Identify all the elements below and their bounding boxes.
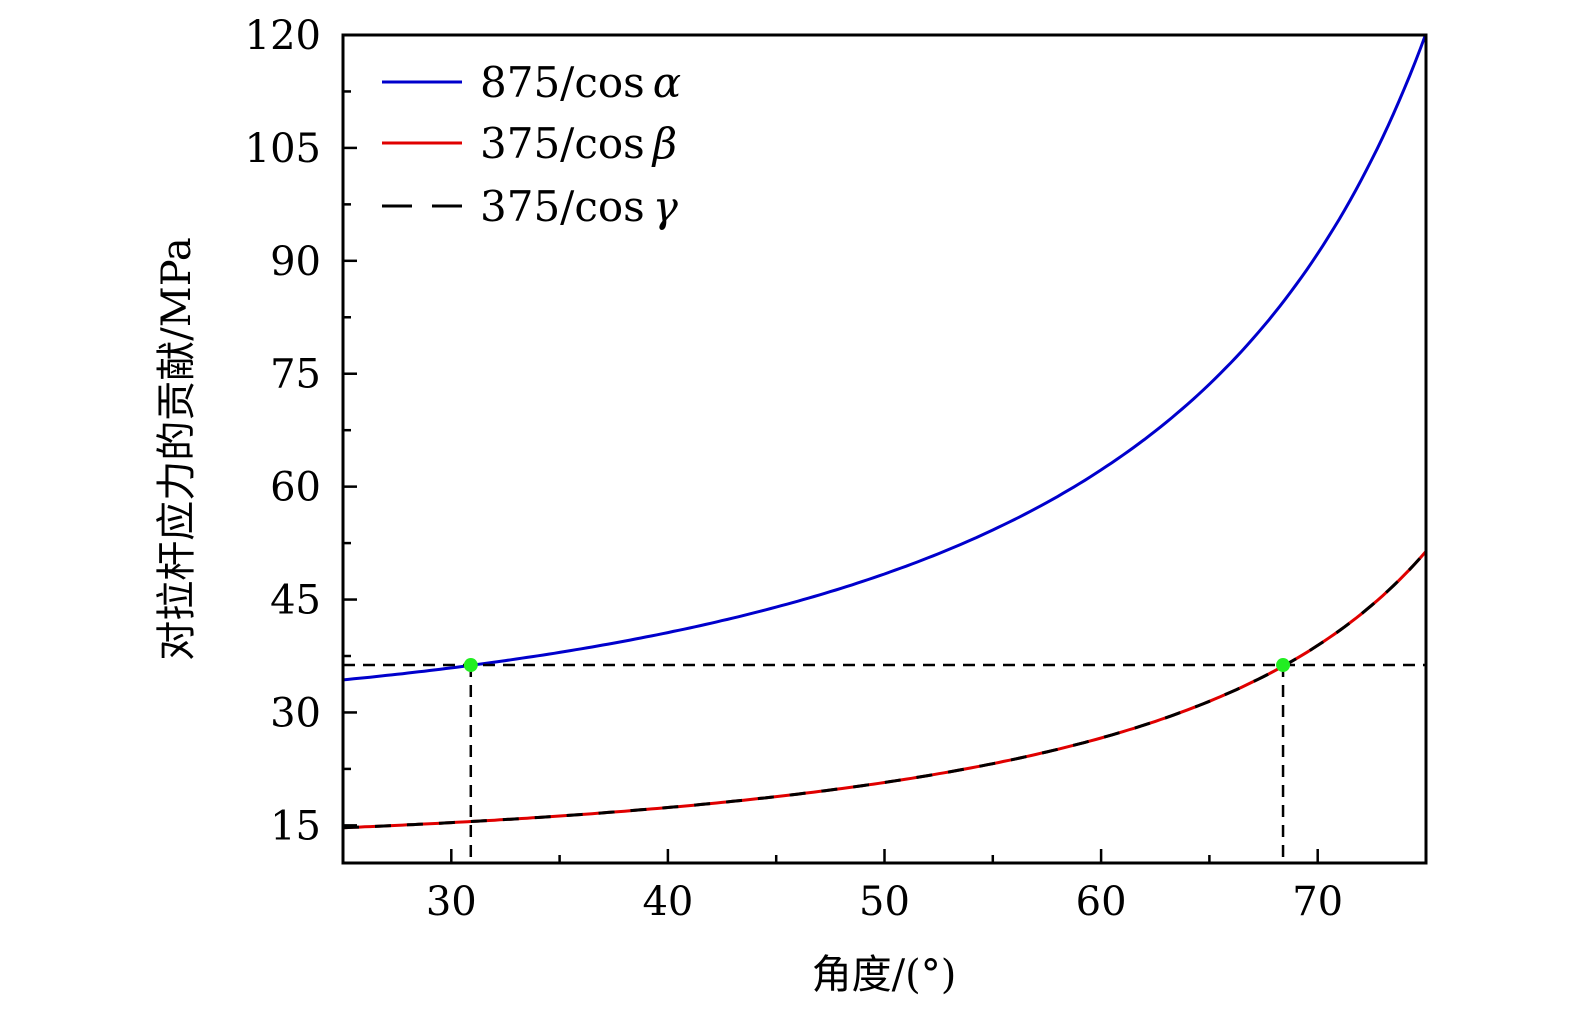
legend-label-symbol: α — [653, 58, 681, 107]
y-tick-label: 120 — [245, 13, 321, 59]
axes: 15 30 45 60 75 90 105 120 30 40 50 60 70 — [245, 13, 1428, 925]
legend-label-symbol: γ — [653, 182, 679, 231]
y-tick-label: 15 — [270, 803, 321, 849]
intersection-marker — [463, 658, 478, 673]
y-tick-label: 90 — [270, 239, 321, 285]
x-axis-title: 角度/(°) — [812, 952, 957, 998]
y-tick-label: 60 — [270, 465, 321, 511]
plot-area — [343, 35, 1426, 863]
y-tick-label: 75 — [270, 352, 321, 398]
legend-label-main: 375/cos — [480, 119, 645, 168]
legend-label-main: 875/cos — [480, 58, 645, 107]
legend-label-1: 875/cos α — [480, 58, 681, 107]
series-line-1 — [343, 35, 1426, 682]
legend-label-3: 375/cos γ — [480, 182, 679, 231]
series-line-3 — [343, 550, 1426, 830]
x-tick-label: 60 — [1076, 879, 1127, 925]
x-tick-label: 30 — [426, 879, 477, 925]
series-line-2 — [343, 550, 1426, 830]
legend-label-2: 375/cos β — [480, 119, 677, 168]
y-tick-label: 30 — [270, 690, 321, 736]
x-tick-label: 50 — [859, 879, 910, 925]
x-tick-label: 40 — [642, 879, 693, 925]
legend-label-main: 375/cos — [480, 182, 645, 231]
y-tick-label: 45 — [270, 578, 321, 624]
intersection-marker — [1276, 658, 1291, 673]
y-tick-label: 105 — [245, 126, 321, 172]
legend-label-symbol: β — [651, 119, 677, 168]
x-tick-label: 70 — [1292, 879, 1343, 925]
series-group — [343, 35, 1426, 830]
y-axis-title: 对拉杆应力的贡献/MPa — [154, 237, 200, 660]
